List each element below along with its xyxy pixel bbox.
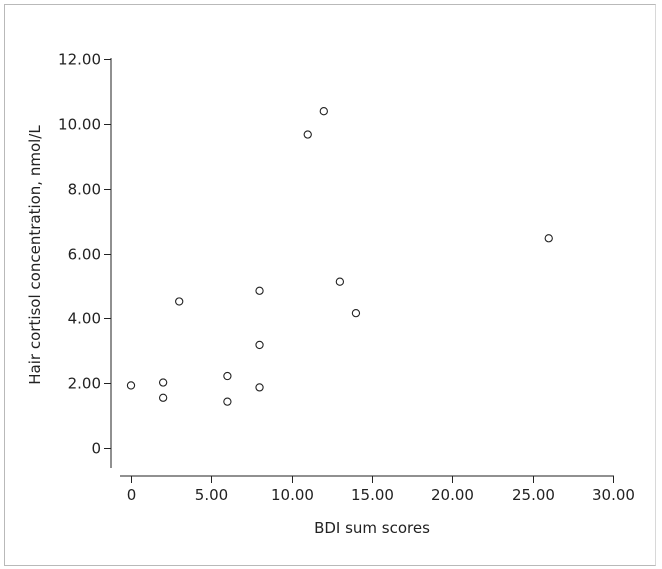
data-point xyxy=(255,340,264,350)
data-point xyxy=(223,371,232,381)
data-point xyxy=(223,397,232,406)
y-tick-label: 2.00 xyxy=(68,375,101,393)
data-point xyxy=(158,393,168,402)
data-point xyxy=(126,381,136,390)
data-point xyxy=(335,277,345,286)
x-ticks: 0 5.00 10.00 15.00 20.00 25.00 30.00 xyxy=(127,476,635,504)
x-axis-title: BDI sum scores xyxy=(314,519,430,537)
data-point xyxy=(158,378,168,387)
x-tick-label: 25.00 xyxy=(512,486,555,504)
data-point xyxy=(303,130,312,139)
data-point xyxy=(351,308,361,318)
y-tick-label: 8.00 xyxy=(68,181,101,199)
y-tick-label: 10.00 xyxy=(58,116,101,134)
data-point xyxy=(319,107,328,116)
x-tick-label: 30.00 xyxy=(592,486,635,504)
y-ticks: 0 2.00 4.00 6.00 8.00 10.00 12.00 xyxy=(58,51,111,458)
x-tick-label: 0 xyxy=(127,486,137,504)
data-points xyxy=(126,107,553,406)
y-tick-label: 6.00 xyxy=(68,246,101,264)
y-tick-label: 12.00 xyxy=(58,51,101,69)
y-tick-label: 0 xyxy=(91,440,101,458)
data-point xyxy=(175,297,184,306)
chart-frame xyxy=(4,4,656,566)
x-tick-label: 15.00 xyxy=(351,486,394,504)
y-tick-label: 4.00 xyxy=(68,310,101,328)
data-point xyxy=(544,234,553,243)
x-tick-label: 5.00 xyxy=(195,486,228,504)
data-point xyxy=(255,286,264,295)
chart-axes xyxy=(110,58,614,477)
y-axis-title: Hair cortisol concentration, nmol/L xyxy=(26,125,44,385)
x-tick-label: 10.00 xyxy=(271,486,314,504)
data-point xyxy=(255,383,264,392)
x-tick-label: 20.00 xyxy=(431,486,474,504)
